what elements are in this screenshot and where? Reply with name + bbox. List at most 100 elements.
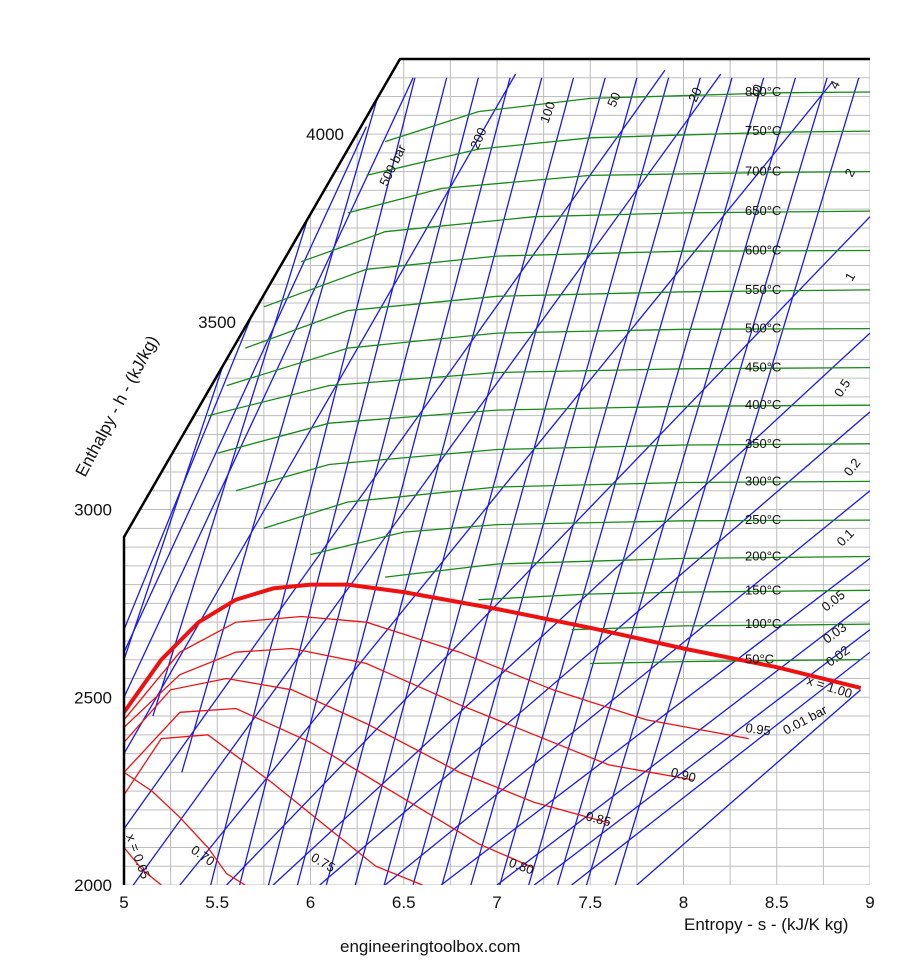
isotherm-line [263, 480, 870, 529]
isobar-label: 0.03 [820, 619, 849, 646]
quality-line [124, 707, 535, 869]
isobar-label: 4 [826, 78, 843, 91]
x-tick-label: 8 [679, 893, 688, 912]
isobar-label: 100 [537, 100, 559, 126]
isotherm-label: 250°C [745, 512, 781, 527]
isobar-line [571, 651, 870, 885]
isobar-line [272, 332, 870, 885]
isotherm-label: 700°C [745, 164, 781, 179]
quality-label: 0.95 [745, 720, 772, 738]
isotherm-line [226, 327, 870, 387]
saturation-line [124, 582, 862, 714]
isobar-line [496, 599, 870, 885]
isobar-line [384, 490, 870, 885]
isotherm-label: 50°C [745, 652, 774, 667]
isobar-line [226, 216, 870, 885]
isobar-line [412, 77, 638, 885]
x-axis-label: Entropy - s - (kJ/K kg) [684, 915, 848, 934]
isobar-line [325, 77, 543, 885]
isobar-line [239, 77, 448, 885]
isobar-line [179, 81, 834, 885]
y-tick-label: 3500 [198, 313, 236, 332]
isobar-line [124, 69, 666, 830]
isotherm-label: 800°C [745, 84, 781, 99]
isotherm-label: 600°C [745, 242, 781, 257]
y-axis-label: Enthalpy - h - (kJ/kg) [72, 332, 162, 479]
isobar-label: 10 [746, 82, 766, 101]
isotherm-label: 750°C [745, 123, 781, 138]
quality-line [124, 771, 246, 885]
quality-label: 0.75 [309, 850, 338, 876]
isotherm-label: 300°C [745, 473, 781, 488]
isobar-line [499, 77, 733, 885]
isotherm-label: 400°C [745, 397, 781, 412]
source-credit: engineeringtoolbox.com [340, 937, 521, 956]
isobar-label: 0.2 [841, 455, 864, 478]
x-tick-label: 6.5 [392, 893, 416, 912]
isotherm-label: 500°C [745, 321, 781, 336]
isobar-line [614, 77, 860, 885]
x-tick-label: 6 [306, 893, 315, 912]
x-tick-label: 5.5 [205, 893, 229, 912]
isobar-label: 2 [841, 166, 858, 179]
quality-lines [124, 615, 749, 885]
quality-line [124, 677, 610, 824]
isotherm-label: 650°C [745, 203, 781, 218]
isobar-line [441, 77, 670, 885]
quality-line [124, 615, 749, 740]
isobar-label: 500 bar [376, 142, 409, 189]
isotherm-line [235, 443, 870, 492]
isotherm-line [347, 170, 870, 214]
isobar-line [533, 629, 870, 885]
isobar-label: 20 [685, 85, 705, 104]
quality-label: 0.70 [188, 842, 217, 869]
isobar-line [124, 126, 367, 653]
x-tick-label: 7.5 [578, 893, 602, 912]
isotherm-label: 100°C [745, 616, 781, 631]
isobar-line [354, 77, 575, 885]
saturation-curve [124, 582, 862, 714]
isotherm-line [384, 91, 870, 143]
quality-line [124, 847, 162, 885]
isotherm-line [300, 210, 870, 263]
x-tick-label: 5 [119, 893, 128, 912]
isotherm-line [310, 519, 870, 556]
isobar-line [210, 77, 416, 885]
isotherm-line [217, 404, 870, 454]
isobar-line [528, 77, 765, 885]
isotherm-line [478, 589, 870, 601]
isobar-line [124, 77, 414, 698]
isobar-label: 1 [842, 270, 859, 284]
isotherm-label: 450°C [745, 360, 781, 375]
curve-labels: 50°C 100°C 150°C 200°C 250°C 300°C 350°C 400°C 4… [123, 78, 863, 881]
isotherm-label: 550°C [745, 282, 781, 297]
isobar-line [470, 77, 701, 885]
y-tick-label: 4000 [306, 125, 344, 144]
quality-label: 0.85 [584, 808, 612, 829]
isotherm-line [571, 623, 870, 631]
isotherm-line [366, 130, 870, 177]
quality-line [124, 647, 693, 781]
chart-border [122, 57, 870, 885]
isobar-line [181, 77, 384, 773]
y-tick-label: 3000 [74, 501, 112, 520]
isobar-label: 0.5 [831, 376, 853, 399]
isotherm-label: 200°C [745, 548, 781, 563]
x-tick-label: 8.5 [765, 893, 789, 912]
isobar-line [132, 73, 722, 885]
isotherm-label: 150°C [745, 582, 781, 597]
isotherm-line [207, 366, 870, 417]
y-tick-label: 2000 [74, 876, 112, 895]
quality-line [124, 734, 423, 885]
isotherm-line [385, 555, 870, 578]
isobar-line [319, 411, 870, 885]
quality-label: 0.90 [669, 764, 697, 785]
isobar-label: 0.1 [834, 526, 857, 549]
y-tick-label: 2500 [74, 688, 112, 707]
tick-labels: 5 5.5 6 6.5 7 7.5 8 8.5 9 2000 2500 3000 3500 4000 [74, 125, 875, 912]
isobar-label: 200 [467, 125, 490, 151]
x-tick-label: 7 [492, 893, 501, 912]
quality-label: x = 0.65 [123, 832, 153, 881]
isotherm-label: 350°C [745, 436, 781, 451]
